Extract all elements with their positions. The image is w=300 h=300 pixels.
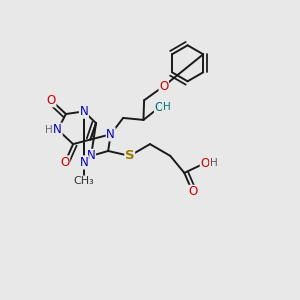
Text: N: N xyxy=(80,105,88,118)
Text: O: O xyxy=(188,185,197,198)
Text: H: H xyxy=(210,158,218,168)
Text: N: N xyxy=(80,105,88,118)
Text: O: O xyxy=(46,94,56,107)
Text: N: N xyxy=(106,128,115,141)
Text: N: N xyxy=(53,123,62,136)
Text: O: O xyxy=(200,157,210,169)
Text: S: S xyxy=(125,149,134,162)
Text: H: H xyxy=(163,103,170,112)
Text: N: N xyxy=(87,149,95,162)
Text: N: N xyxy=(80,156,88,169)
Text: H: H xyxy=(45,125,53,135)
Text: O: O xyxy=(159,80,168,93)
Text: O: O xyxy=(154,101,164,114)
Text: O: O xyxy=(60,156,70,169)
Text: CH₃: CH₃ xyxy=(74,176,94,186)
